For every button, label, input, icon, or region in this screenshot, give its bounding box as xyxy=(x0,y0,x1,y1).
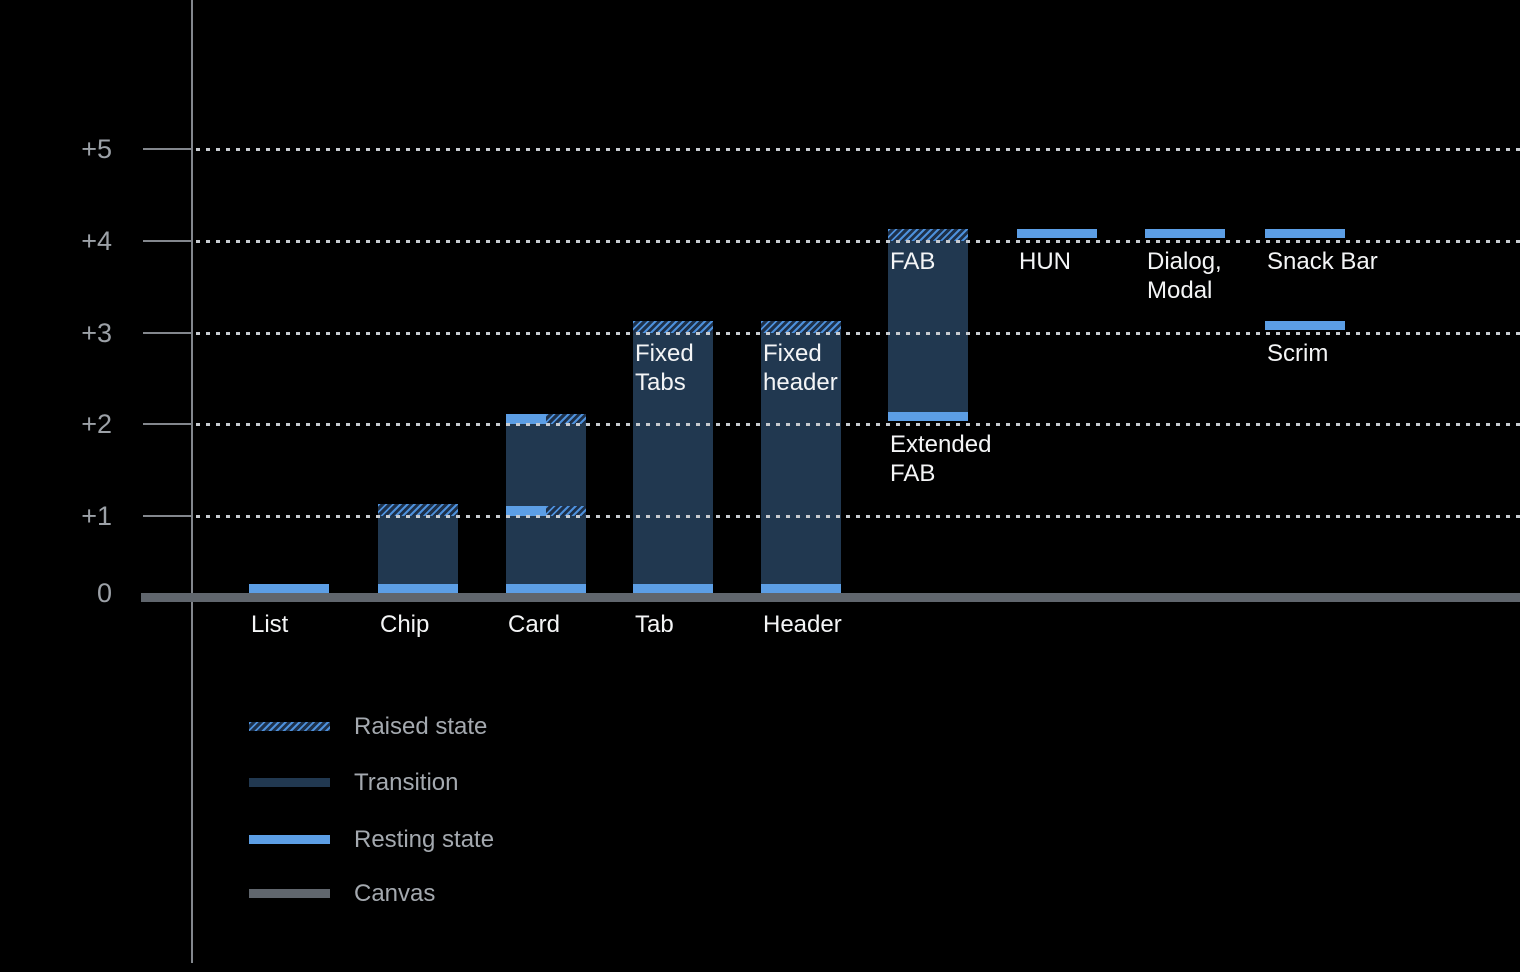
bar-extended-fab-transition xyxy=(888,240,968,415)
y-tick-2 xyxy=(143,423,193,426)
category-label-list-line: List xyxy=(251,611,289,638)
category-label-chip-line: Chip xyxy=(380,611,430,638)
bar-chip-transition xyxy=(378,516,458,584)
legend-swatch-transition xyxy=(249,778,330,787)
bar-card-resting-state xyxy=(506,414,546,425)
legend-label-transition: Transition xyxy=(354,769,459,796)
gridline-2 xyxy=(196,423,1520,427)
bar-scrim-resting-state xyxy=(1265,320,1345,330)
category-label-header: Header xyxy=(763,610,842,639)
inner-label-header-line: header xyxy=(763,368,838,396)
y-tick-1 xyxy=(143,515,193,517)
category-label-extended-fab-line: Extended xyxy=(890,431,992,459)
inner-label-header-line: Fixed xyxy=(763,339,822,367)
bar-header-resting-state xyxy=(761,584,841,593)
bar-snack-bar-resting-state xyxy=(1265,228,1345,238)
bar-extended-fab-resting-state xyxy=(888,412,968,422)
y-axis-label-1: +1 xyxy=(81,501,112,531)
y-tick-5 xyxy=(143,148,193,150)
category-label-hun-line: HUN xyxy=(1019,247,1071,275)
category-label-hun: HUN xyxy=(1019,247,1071,276)
bar-dialog-modal-resting-state xyxy=(1145,228,1225,238)
inner-label-tab: Fixed Tabs xyxy=(635,339,694,397)
bar-hun-resting-state xyxy=(1017,228,1097,238)
y-axis-label-0: 0 xyxy=(96,578,112,608)
inner-label-header: Fixed header xyxy=(763,339,838,397)
category-label-snack-bar-line: Snack Bar xyxy=(1267,247,1378,275)
category-label-dialog-modal: Dialog, Modal xyxy=(1147,247,1222,305)
bar-tab-resting-state xyxy=(633,584,713,593)
bar-card-resting-state xyxy=(506,584,586,593)
y-axis-label-5: +5 xyxy=(81,134,112,164)
category-label-extended-fab: Extended FAB xyxy=(890,430,991,488)
bar-extended-fab-raised-state xyxy=(888,228,968,241)
bar-tab-transition xyxy=(633,332,713,584)
inner-label-extended-fab: FAB xyxy=(890,247,935,276)
legend-label-canvas: Canvas xyxy=(354,880,436,907)
bar-chip-raised-state xyxy=(378,504,458,516)
gridline-5 xyxy=(196,148,1520,151)
y-tick-4 xyxy=(143,239,193,242)
category-label-card-line: Card xyxy=(508,611,561,638)
bar-card-resting-state xyxy=(506,506,546,516)
legend-swatch-resting-state xyxy=(249,835,330,844)
gridline-4 xyxy=(196,239,1520,243)
inner-label-tab-line: Fixed xyxy=(635,339,694,367)
inner-label-extended-fab-line: FAB xyxy=(890,247,936,275)
gridline-1 xyxy=(196,515,1520,518)
category-label-list: List xyxy=(251,610,288,639)
category-label-extended-fab-line: FAB xyxy=(890,460,936,488)
legend-label-raised-state: Raised state xyxy=(354,713,488,740)
bar-card-transition xyxy=(506,424,586,506)
category-label-scrim: Scrim xyxy=(1267,339,1328,368)
y-axis-label-4: +4 xyxy=(81,225,112,256)
category-label-scrim-line: Scrim xyxy=(1267,339,1329,367)
legend-label-resting-state: Resting state xyxy=(354,826,495,853)
canvas-baseline xyxy=(141,593,1520,602)
bar-card-raised-state xyxy=(546,414,586,425)
category-label-tab-line: Tab xyxy=(635,611,674,638)
inner-label-tab-line: Tabs xyxy=(635,368,686,396)
legend-swatch-raised-state xyxy=(249,722,330,731)
y-tick-3 xyxy=(143,331,193,334)
bar-list-resting-state xyxy=(249,584,329,593)
bar-card-raised-state xyxy=(546,506,586,516)
bar-header-transition xyxy=(761,332,841,584)
y-axis-label-3: +3 xyxy=(81,317,112,348)
category-label-snack-bar: Snack Bar xyxy=(1267,247,1378,276)
legend-swatch-canvas xyxy=(249,889,330,898)
category-label-header-line: Header xyxy=(763,611,842,638)
category-label-dialog-modal-line: Modal xyxy=(1147,276,1213,304)
category-label-chip: Chip xyxy=(380,610,429,639)
y-axis-line xyxy=(191,0,193,963)
category-label-dialog-modal-line: Dialog, xyxy=(1147,247,1222,275)
bar-chip-resting-state xyxy=(378,584,458,593)
category-label-tab: Tab xyxy=(635,610,674,639)
y-axis-label-2: +2 xyxy=(81,409,112,440)
category-label-card: Card xyxy=(508,610,560,639)
bar-card-transition xyxy=(506,516,586,584)
bar-tab-raised-state xyxy=(633,320,713,333)
bar-header-raised-state xyxy=(761,320,841,333)
gridline-3 xyxy=(196,331,1520,335)
